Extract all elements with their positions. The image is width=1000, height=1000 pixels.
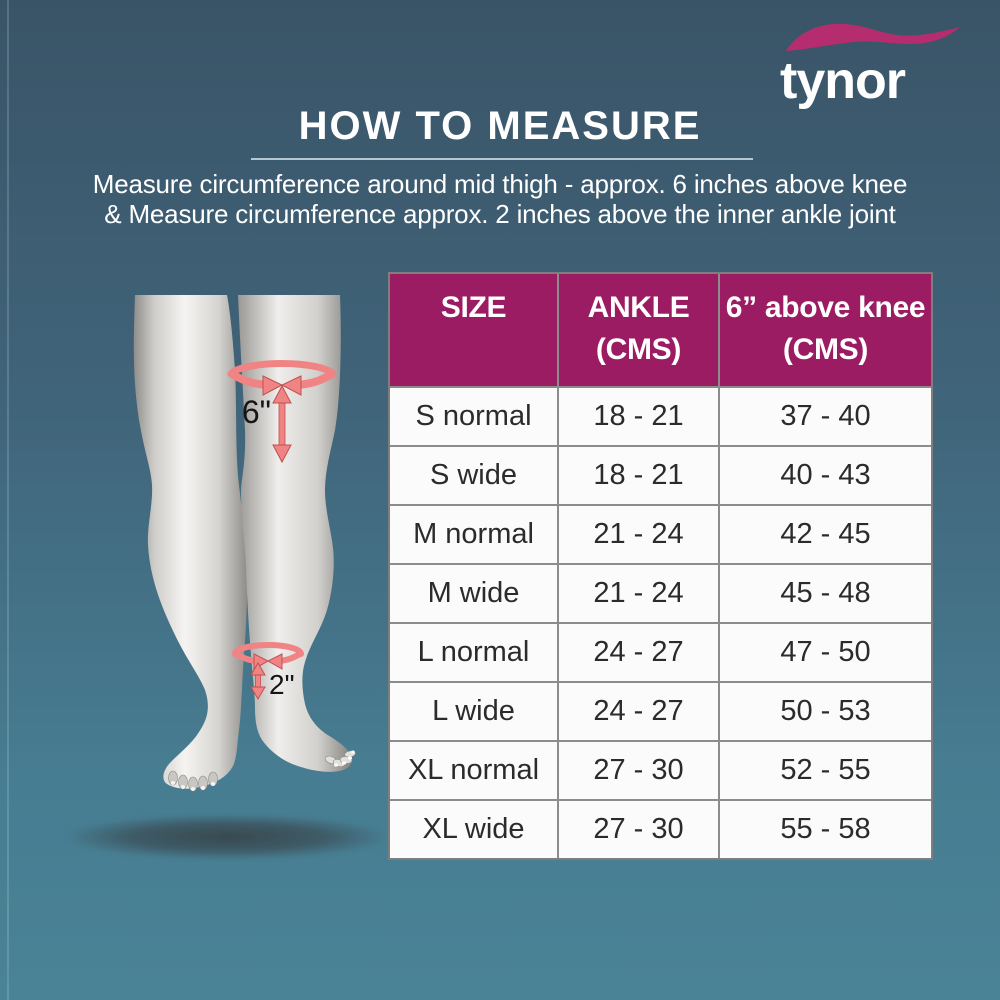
page-title: HOW TO MEASURE [298, 104, 702, 148]
ankle-cell: 27 - 30 [559, 801, 718, 858]
thigh-measure-arrow-icon [227, 360, 337, 464]
thigh-measure-label: 6" [242, 394, 271, 430]
header-unit: (CMS) [782, 333, 869, 366]
knee-cell: 52 - 55 [720, 742, 931, 799]
knee-cell: 40 - 43 [720, 447, 931, 504]
size-cell: S wide [390, 447, 557, 504]
size-cell: M normal [390, 506, 557, 563]
feet-shadow [62, 814, 392, 860]
ankle-cell: 24 - 27 [559, 624, 718, 681]
title-underline [251, 158, 753, 160]
left-edge-highlight [7, 0, 9, 1000]
size-table-header-ankle: ANKLE (CMS) [559, 274, 718, 386]
header-unit: (CMS) [595, 333, 682, 366]
knee-cell: 47 - 50 [720, 624, 931, 681]
size-table-header-knee: 6” above knee (CMS) [720, 274, 931, 386]
left-leg [133, 295, 247, 789]
ankle-cell: 18 - 21 [559, 447, 718, 504]
swoosh-icon [786, 23, 960, 51]
header-title: 6” above knee [725, 291, 926, 324]
legs-illustration: 6" 2" [133, 295, 356, 792]
knee-cell: 50 - 53 [720, 683, 931, 740]
right-leg [238, 295, 353, 772]
ankle-cell: 27 - 30 [559, 742, 718, 799]
size-table: SIZE ANKLE (CMS) 6” above knee (CMS) S n… [388, 272, 933, 860]
size-cell: S normal [390, 388, 557, 445]
knee-cell: 42 - 45 [720, 506, 931, 563]
ankle-cell: 18 - 21 [559, 388, 718, 445]
knee-cell: 45 - 48 [720, 565, 931, 622]
brand-wordmark: tynor [780, 52, 906, 110]
size-cell: XL wide [390, 801, 557, 858]
header-title: SIZE [440, 291, 507, 324]
knee-cell: 37 - 40 [720, 388, 931, 445]
right-foot-toes [324, 750, 356, 768]
left-foot-toes [168, 770, 218, 792]
ankle-cell: 24 - 27 [559, 683, 718, 740]
size-cell: L wide [390, 683, 557, 740]
instruction-line-1: Measure circumference around mid thigh -… [92, 169, 908, 199]
size-cell: L normal [390, 624, 557, 681]
instruction-line-2: & Measure circumference approx. 2 inches… [104, 199, 896, 229]
ankle-cell: 21 - 24 [559, 506, 718, 563]
knee-cell: 55 - 58 [720, 801, 931, 858]
header-title: ANKLE [587, 291, 690, 324]
size-cell: M wide [390, 565, 557, 622]
ankle-cell: 21 - 24 [559, 565, 718, 622]
ankle-measure-arrow-icon [232, 642, 304, 700]
size-cell: XL normal [390, 742, 557, 799]
size-table-header-size: SIZE [390, 274, 557, 386]
ankle-measure-label: 2" [269, 669, 295, 700]
